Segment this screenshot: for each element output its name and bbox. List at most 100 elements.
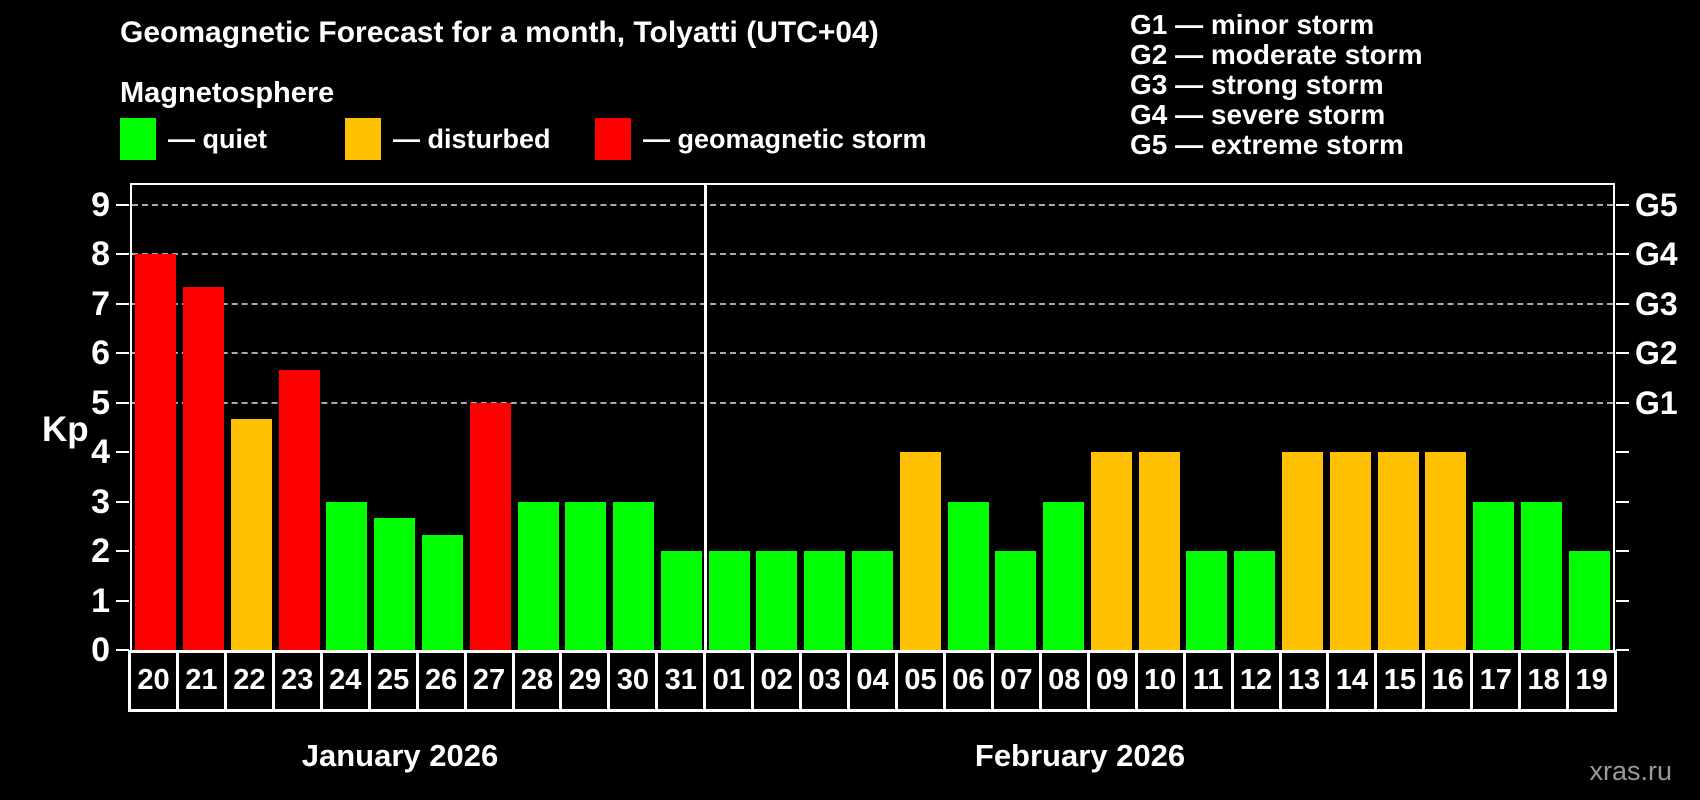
day-cell-12: 12: [1230, 650, 1282, 712]
month-label-january: January 2026: [301, 738, 499, 773]
right-axis-label-g3: G3: [1635, 285, 1678, 322]
day-cell-01: 01: [703, 650, 755, 712]
legend-label-disturbed: — disturbed: [393, 123, 551, 154]
gridline-kp9: [132, 203, 1613, 206]
kp-bar-day-25: [374, 517, 416, 650]
day-cell-26: 26: [415, 650, 467, 712]
magnetosphere-legend: — quiet — disturbed — geomagnetic storm: [120, 118, 1020, 160]
kp-bar-day-22: [230, 418, 272, 650]
right-axis-label-g4: G4: [1635, 236, 1678, 273]
gridline-kp7: [132, 302, 1613, 305]
legend-item-disturbed: — disturbed: [345, 118, 551, 160]
y-axis-tick-left-7: [116, 302, 129, 305]
day-cell-08: 08: [1038, 650, 1090, 712]
kp-bar-day-06: [947, 501, 989, 650]
day-cell-03: 03: [799, 650, 851, 712]
y-axis-tick-left-4: [116, 451, 129, 454]
day-cell-18: 18: [1518, 650, 1570, 712]
g-legend-line-g1: G1 — minor storm: [1130, 9, 1375, 40]
kp-bar-day-01: [708, 551, 750, 650]
g-legend-line-g2: G2 — moderate storm: [1130, 39, 1423, 70]
y-axis-label-0: 0: [91, 631, 110, 669]
kp-bar-day-05: [899, 452, 941, 650]
day-cell-06: 06: [942, 650, 994, 712]
kp-bar-day-31: [660, 551, 702, 650]
y-axis-tick-right-8: [1616, 253, 1629, 256]
day-cell-05: 05: [895, 650, 946, 712]
kp-bar-day-04: [852, 551, 893, 650]
legend-label-quiet: — quiet: [168, 123, 267, 154]
y-axis-label-9: 9: [91, 185, 110, 224]
gridline-kp5: [132, 401, 1613, 404]
day-cell-07: 07: [990, 650, 1042, 712]
watermark-xras: xras.ru: [1589, 756, 1672, 786]
disturbed-color-swatch: [345, 118, 381, 160]
y-axis-label-6: 6: [91, 334, 110, 373]
kp-bar-day-12: [1234, 551, 1276, 650]
kp-bar-day-27: [469, 402, 511, 650]
day-cell-04: 04: [847, 650, 898, 712]
month-label-february: February 2026: [974, 738, 1186, 773]
y-axis-tick-left-9: [116, 203, 129, 206]
y-axis-tick-right-4: [1616, 451, 1629, 454]
plot-area: 0 1 2 3 4 5 6 7 8 9 G1 G2 G3 G4 G5: [91, 183, 1678, 668]
kp-bar-day-26: [422, 534, 464, 650]
kp-bar-day-14: [1329, 452, 1371, 650]
kp-bar-day-28: [517, 501, 559, 650]
y-axis-tick-right-7: [1616, 302, 1629, 305]
day-cell-15: 15: [1374, 650, 1426, 712]
y-axis-tick-right-2: [1616, 550, 1629, 553]
g-legend-line-g4: G4 — severe storm: [1130, 99, 1386, 130]
y-axis-tick-left-6: [116, 352, 129, 355]
day-cell-11: 11: [1182, 650, 1234, 712]
right-axis-label-g1: G1: [1635, 384, 1678, 421]
day-cell-27: 27: [463, 650, 515, 712]
y-axis-tick-right-9: [1616, 203, 1629, 206]
kp-bar-day-09: [1090, 452, 1132, 650]
kp-bar-day-03: [804, 551, 846, 650]
kp-bar-day-13: [1281, 452, 1323, 650]
right-axis-label-g2: G2: [1635, 335, 1678, 372]
y-axis-tick-left-0: [116, 649, 129, 651]
kp-bar-day-29: [565, 501, 607, 650]
y-axis-label-2: 2: [91, 532, 110, 571]
gridline-kp8: [132, 253, 1613, 256]
y-axis-label-4: 4: [91, 433, 110, 472]
day-cell-29: 29: [559, 650, 611, 712]
day-cell-10: 10: [1134, 650, 1186, 712]
magnetosphere-subtitle: Magnetosphere: [120, 77, 335, 109]
y-axis-tick-left-8: [116, 253, 129, 256]
kp-bar-day-15: [1377, 452, 1419, 650]
day-cell-22: 22: [223, 650, 275, 712]
y-axis-tick-left-2: [116, 550, 129, 553]
day-cell-16: 16: [1422, 650, 1474, 712]
kp-bar-day-24: [326, 501, 368, 650]
quiet-color-swatch: [120, 118, 156, 160]
day-cell-14: 14: [1326, 650, 1378, 712]
g-legend-line-g3: G3 — strong storm: [1130, 69, 1384, 100]
kp-bar-day-17: [1473, 501, 1515, 650]
kp-bar-day-21: [183, 287, 225, 650]
kp-bar-day-16: [1425, 452, 1467, 650]
day-cell-23: 23: [271, 650, 323, 712]
day-cell-28: 28: [511, 650, 563, 712]
day-cell-17: 17: [1470, 650, 1522, 712]
day-cell-31: 31: [655, 650, 707, 712]
kp-bar-day-10: [1138, 452, 1180, 650]
right-axis-label-g5: G5: [1635, 186, 1678, 223]
day-cell-25: 25: [367, 650, 419, 712]
y-axis-tick-right-3: [1616, 500, 1629, 503]
y-axis-title-kp: Kp: [42, 410, 89, 449]
gridline-kp6: [132, 352, 1613, 355]
y-axis-label-3: 3: [91, 482, 110, 521]
y-axis-tick-left-3: [116, 500, 129, 503]
y-axis-tick-right-5: [1616, 401, 1629, 404]
day-cell-30: 30: [607, 650, 659, 712]
kp-bar-day-11: [1186, 551, 1228, 650]
day-cell-20: 20: [128, 650, 179, 712]
y-axis-label-8: 8: [91, 235, 110, 274]
day-axis-row: 20 21 22 23 24 25 26 27 28 29 30 31 01 02 03 04 05 06 07 08…: [128, 650, 1618, 712]
day-cell-24: 24: [319, 650, 371, 712]
kp-bar-day-19: [1568, 551, 1610, 650]
